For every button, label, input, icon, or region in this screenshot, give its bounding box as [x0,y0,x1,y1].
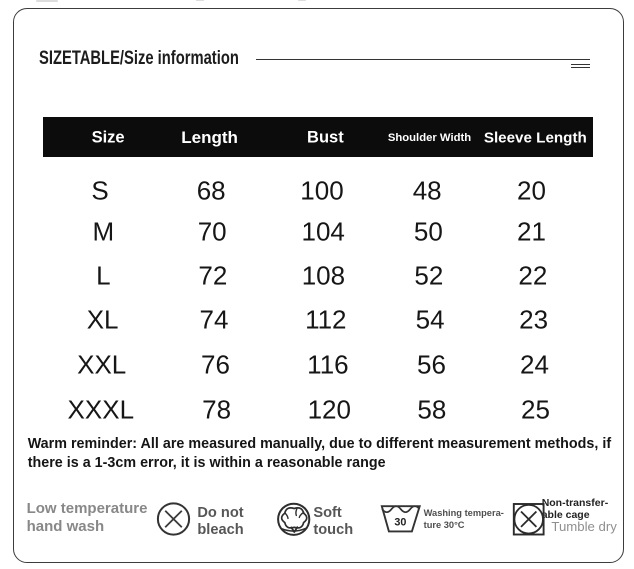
svg-text:30: 30 [394,517,406,529]
